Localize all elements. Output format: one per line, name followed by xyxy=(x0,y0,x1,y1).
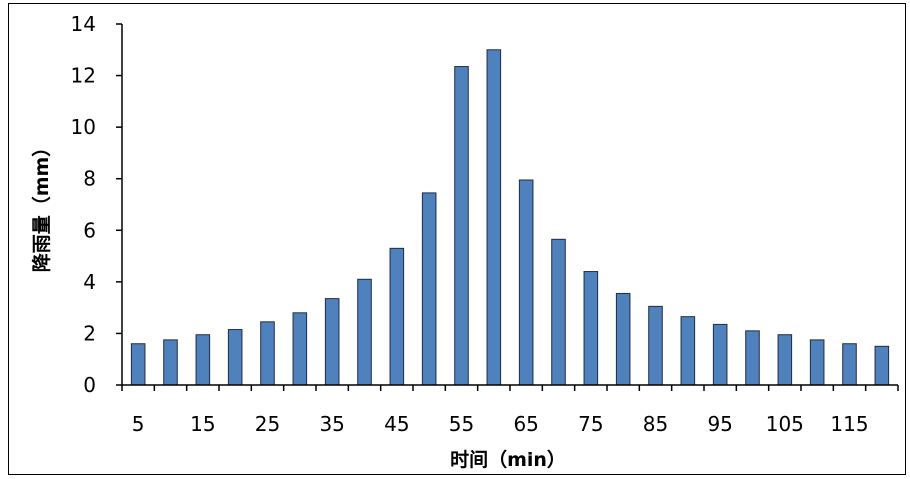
bar-70 xyxy=(551,238,566,386)
x-tick-label: 65 xyxy=(513,412,538,436)
bar-85 xyxy=(648,305,663,386)
bar-25 xyxy=(260,321,275,386)
x-ticks: 5 15 25 35 45 55 65 75 85 95 105 115 xyxy=(121,385,899,436)
bar-75 xyxy=(583,271,599,386)
bar-50 xyxy=(421,192,437,386)
bar-30 xyxy=(292,312,308,386)
y-tick-label: 2 xyxy=(83,321,96,345)
y-tick-label: 12 xyxy=(71,64,96,88)
y-tick-label: 4 xyxy=(83,270,96,294)
bar-10 xyxy=(163,339,178,386)
x-tick-label: 45 xyxy=(384,412,409,436)
x-tick-label: 105 xyxy=(766,412,804,436)
y-tick-label: 10 xyxy=(71,115,96,139)
y-tick-label: 14 xyxy=(71,12,96,36)
x-tick-label: 95 xyxy=(707,412,732,436)
y-axis-title: 降雨量（mm） xyxy=(30,138,53,273)
bar-55 xyxy=(454,66,469,386)
bar-65 xyxy=(518,179,534,386)
bar-40 xyxy=(357,278,372,386)
bar-100 xyxy=(745,330,760,386)
x-tick-label: 55 xyxy=(449,412,474,436)
x-tick-label: 25 xyxy=(255,412,280,436)
x-tick-label: 75 xyxy=(578,412,603,436)
bar-90 xyxy=(680,316,696,386)
y-tick-label: 8 xyxy=(83,167,96,191)
x-tick-label: 85 xyxy=(643,412,668,436)
bar-20 xyxy=(227,329,243,386)
bar-35 xyxy=(324,298,340,386)
x-tick-label: 115 xyxy=(830,412,868,436)
bar-110 xyxy=(809,339,825,386)
bar-120 xyxy=(874,345,890,386)
y-ticks: 0 2 4 6 8 10 12 14 xyxy=(71,12,122,397)
x-tick-label: 35 xyxy=(319,412,344,436)
y-tick-label: 0 xyxy=(83,373,96,397)
y-tick-label: 6 xyxy=(83,218,96,242)
bar-60 xyxy=(486,49,502,386)
x-axis-title: 时间（min） xyxy=(450,448,566,471)
bar-5 xyxy=(130,343,146,386)
x-tick-label: 15 xyxy=(190,412,215,436)
x-tick-label: 5 xyxy=(132,412,145,436)
bars-layer xyxy=(130,49,890,386)
bar-15 xyxy=(195,334,211,386)
bar-45 xyxy=(389,247,405,386)
bar-95 xyxy=(712,323,728,386)
bar-115 xyxy=(842,343,857,386)
bar-105 xyxy=(777,334,793,386)
bar-80 xyxy=(615,292,631,386)
